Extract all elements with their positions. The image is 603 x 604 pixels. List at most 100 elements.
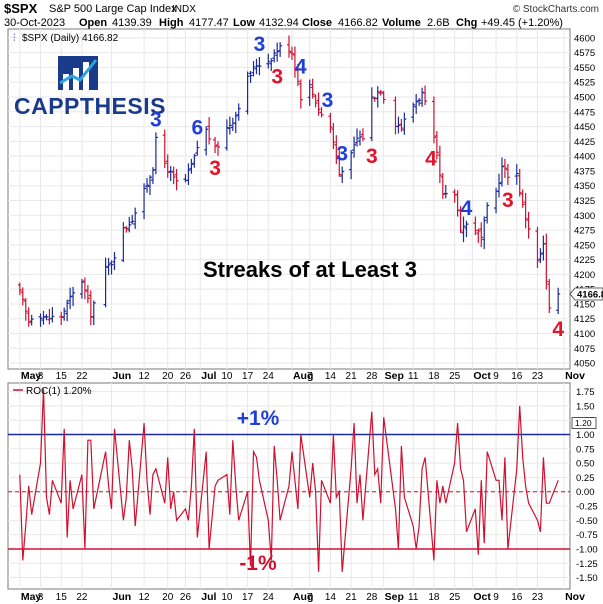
- ohlc-bar: [334, 135, 339, 164]
- price-y-tick-label: 4075: [574, 344, 595, 355]
- ohlc-bar: [59, 311, 64, 326]
- ohlc-bar: [103, 257, 108, 308]
- ohlc-bar: [417, 98, 422, 106]
- price-y-tick-label: 4475: [574, 107, 595, 118]
- ohlc-bar: [423, 85, 428, 106]
- roc-series-line: [19, 388, 559, 572]
- x-tick-label: 22: [76, 371, 88, 382]
- header-low-value: 4132.94: [259, 17, 299, 29]
- ohlc-bar: [272, 49, 277, 63]
- x-tick-label: May: [21, 591, 42, 603]
- price-y-tick-label: 4575: [574, 48, 595, 59]
- ohlc-bar: [142, 183, 147, 220]
- x-tick-label: Jul: [201, 591, 216, 603]
- ohlc-bar: [91, 300, 96, 326]
- ohlc-bar: [278, 42, 283, 57]
- x-tick-label: 18: [428, 592, 440, 603]
- x-tick-label: Aug: [293, 370, 313, 382]
- plus-one-percent-label: +1%: [237, 407, 280, 430]
- ohlc-bar: [526, 211, 531, 239]
- ohlc-bar: [195, 140, 200, 156]
- annotation-title: Streaks of at Least 3: [203, 257, 417, 282]
- ohlc-bar: [535, 226, 540, 269]
- roc-grid: [8, 383, 570, 589]
- ohlc-bar: [434, 131, 439, 160]
- ohlc-bar: [310, 78, 315, 99]
- x-tick-label: 11: [408, 592, 419, 603]
- roc-y-axis: -1.50 -1.25 -1.00 -0.75 -0.50 -0.25 0.00 0.25 0.…: [576, 387, 598, 584]
- header-open-label: Open: [79, 17, 107, 29]
- ohlc-bar: [153, 132, 158, 175]
- ohlc-bar: [245, 71, 250, 115]
- minus-one-percent-label: -1%: [239, 552, 277, 575]
- price-y-tick-label: 4500: [574, 93, 595, 104]
- x-tick-label: 12: [139, 592, 151, 603]
- x-tick-label: 16: [511, 371, 523, 382]
- x-tick-label: 15: [56, 371, 68, 382]
- x-tick-label: 10: [221, 371, 233, 382]
- ohlc-bar: [402, 112, 407, 135]
- ohlc-bar: [186, 163, 191, 185]
- ohlc-bar: [431, 96, 436, 144]
- streak-label: 3: [150, 108, 162, 131]
- ohlc-bar: [523, 192, 528, 229]
- header-chg-label: Chg: [456, 17, 477, 29]
- ohlc-bar: [458, 206, 463, 233]
- roc-legend-label: ROC(1) 1.20%: [26, 386, 92, 397]
- x-tick-label: 10: [221, 592, 233, 603]
- ohlc-bar: [204, 126, 209, 156]
- ohlc-bar: [248, 70, 253, 83]
- ohlc-bar: [112, 252, 117, 271]
- x-tick-label: Jul: [201, 370, 216, 382]
- ohlc-bar: [65, 299, 70, 322]
- ohlc-bar: [165, 154, 170, 178]
- ohlc-bar: [41, 310, 46, 325]
- ohlc-bar: [295, 63, 300, 86]
- ohlc-bar: [227, 116, 232, 135]
- ohlc-bar: [189, 158, 194, 174]
- x-tick-label: 14: [325, 592, 337, 603]
- header-name: S&P 500 Large Cap Index: [49, 3, 177, 15]
- x-tick-label: 20: [162, 592, 174, 603]
- ohlc-bar: [127, 216, 132, 233]
- ohlc-bar: [130, 214, 135, 225]
- ohlc-bar: [437, 145, 442, 184]
- roc-last-value-label: 1.20: [575, 418, 592, 428]
- ohlc-bar: [544, 233, 549, 290]
- header-high-value: 4177.47: [189, 17, 229, 29]
- ohlc-bar: [82, 277, 87, 300]
- price-y-tick-label: 4425: [574, 137, 595, 148]
- ohlc-bar: [399, 119, 404, 132]
- chart-header: $SPX S&P 500 Large Cap Index INDX 30-Oct…: [4, 1, 599, 29]
- x-tick-label: 12: [139, 371, 151, 382]
- x-tick-label: 20: [162, 371, 174, 382]
- price-y-tick-label: 4525: [574, 78, 595, 89]
- last-value-tag: 4166.82: [569, 287, 603, 301]
- ohlc-bar: [109, 260, 114, 275]
- price-legend: ⫶ $SPX (Daily) 4166.82: [13, 33, 119, 44]
- ohlc-bar: [79, 279, 84, 299]
- ohlc-bar: [455, 190, 460, 217]
- ohlc-bar: [517, 168, 522, 197]
- ohlc-bar: [192, 153, 197, 168]
- roc-reference-lines: [8, 433, 570, 550]
- ohlc-bar: [174, 168, 179, 191]
- roc-y-tick-label: -1.00: [576, 544, 598, 555]
- ohlc-bar: [375, 86, 380, 108]
- roc-y-tick-label: -1.25: [576, 559, 598, 570]
- x-tick-label: 25: [449, 592, 461, 603]
- streak-label: 3: [322, 89, 334, 112]
- ohlc-bar: [340, 166, 345, 183]
- ohlc-bar: [287, 35, 291, 58]
- price-y-tick-label: 4450: [574, 122, 595, 133]
- ohlc-bar: [133, 207, 138, 229]
- streak-label: 3: [209, 157, 221, 180]
- x-tick-label: Sep: [385, 591, 404, 603]
- price-y-tick-label: 4050: [574, 359, 595, 370]
- roc-y-tick-label: -0.50: [576, 516, 598, 527]
- roc-y-tick-label: 1.75: [576, 387, 595, 398]
- header-close-value: 4166.82: [338, 17, 378, 29]
- ohlc-bar: [319, 107, 324, 118]
- price-y-tick-label: 4250: [574, 240, 595, 251]
